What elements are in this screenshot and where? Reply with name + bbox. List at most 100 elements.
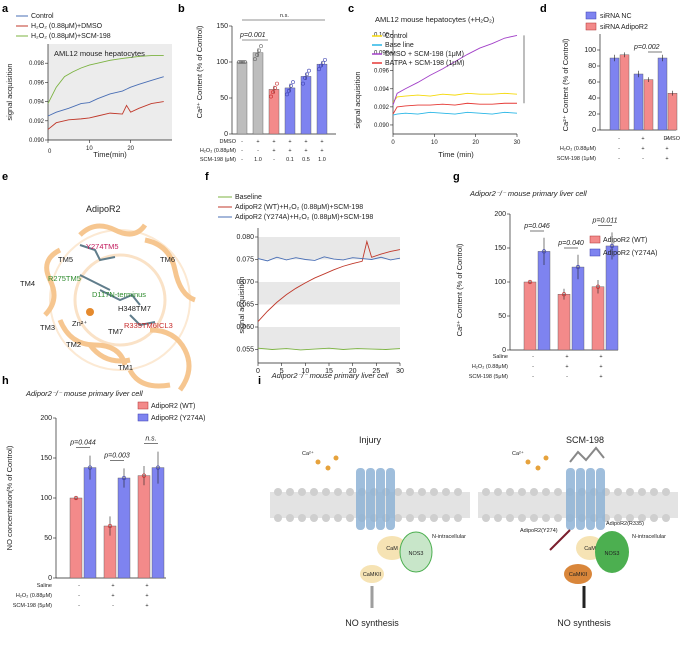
y-tick-label: 0.092 [29, 119, 45, 125]
data-point [321, 60, 325, 65]
condition-value: - [241, 148, 243, 154]
helix-tm4 [43, 247, 62, 317]
label-d117: D117N-terminus [92, 290, 146, 299]
label-zn: Zn²⁺ [72, 319, 87, 328]
condition-value: + [320, 148, 323, 154]
panel-letter-e: e [2, 171, 8, 183]
bar [571, 266, 585, 351]
panel-i-ca-right: Ca²⁺ [512, 450, 524, 457]
panel-g-row-scm: SCM-198 (5μM) [469, 374, 508, 380]
panel-e-structure: AdipoR2 Y274TM5 TM5 TM6 R275TM5 TM4 D117… [20, 204, 196, 392]
data-point [541, 249, 547, 254]
legend-c-control: Control [385, 33, 408, 40]
data-point [273, 86, 277, 90]
condition-value: + [565, 354, 568, 360]
data-point [155, 465, 161, 470]
panel-h-legend: AdipoR2 (WT) AdipoR2 (Y274A) [137, 401, 205, 422]
bar [619, 54, 630, 131]
panel-i-schematic: Injury SCM-198 Ca²⁺ Ca²⁺ CaM NOS3 CaMKII… [270, 435, 678, 628]
panel-g-row-saline: Saline [493, 354, 508, 360]
arrow-inside-right [549, 529, 571, 551]
data-point [289, 83, 293, 88]
series-line-h2o2-dmso [47, 101, 164, 130]
x-tick-label: 15 [325, 368, 333, 375]
y-tick-label: 0 [502, 347, 506, 354]
bar [537, 251, 551, 351]
y-tick-label: 0.090 [374, 123, 390, 129]
condition-value: - [112, 603, 114, 609]
x-tick-label: 30 [396, 368, 404, 375]
bar [633, 73, 644, 131]
y-tick-label: 50 [44, 535, 52, 542]
panel-letter-h: h [2, 375, 9, 387]
helix-tm5 [78, 223, 148, 237]
series-line-y274a [257, 256, 401, 262]
condition-value: + [145, 603, 148, 609]
legend-c-batpa: BATPA + SCM-198 (1μM) [385, 60, 464, 67]
panel-i-cam-left: CaM [386, 546, 398, 552]
significance-label: p=0.011 [592, 218, 618, 225]
y-tick-label: 80 [588, 63, 596, 70]
data-point [241, 60, 245, 64]
grid-band [258, 327, 400, 350]
y-tick-label: 0 [224, 131, 228, 138]
bar [83, 467, 97, 579]
label-tm6: TM6 [160, 255, 175, 264]
panel-g-legend: AdipoR2 (WT) AdipoR2 (Y274A) [589, 235, 657, 257]
panel-a-plot-bg [48, 44, 172, 140]
legend-g-y274a: AdipoR2 (Y274A) [603, 250, 657, 257]
panel-d-legend: siRNA NC siRNA AdipoR2 [585, 11, 648, 31]
panel-g-row-h2o2: H₂O₂ (0.88μM) [472, 364, 508, 370]
data-point [141, 473, 147, 478]
panel-f-ylabel: signal acquisition [237, 276, 246, 333]
x-tick-label: 10 [86, 146, 93, 152]
panel-a-ylabel: signal acquisition [5, 63, 14, 120]
panel-h-ylabel: NO concentration(% of Control) [5, 445, 14, 550]
label-tm7: TM7 [108, 327, 123, 336]
data-point [121, 475, 127, 481]
x-tick-label: 30 [514, 140, 521, 146]
condition-value: - [618, 146, 620, 152]
legend-control: Control [31, 13, 54, 20]
legend-f-wt: AdipoR2 (WT)+H₂O₂ (0.88μM)+SCM-198 [235, 204, 363, 211]
condition-value: + [641, 136, 644, 142]
panel-f-xlabel: Adipor2⁻/⁻ mouse primary liver cell [271, 371, 389, 380]
y-tick-label: 0.096 [29, 80, 45, 86]
condition-value: 1.0 [318, 157, 326, 163]
panel-f-chart: 0 5 10 15 20 25 30 0.055 0.060 0.065 0.070 0.075 0.0… [218, 194, 404, 380]
legend-h-wt: AdipoR2 (WT) [151, 403, 195, 410]
y-tick-label: 100 [216, 59, 228, 66]
helix-outer [49, 229, 191, 371]
data-point [73, 495, 79, 501]
x-tick-label: 20 [349, 368, 357, 375]
data-point [269, 94, 273, 99]
condition-value: + [111, 583, 114, 589]
y-tick-label: 200 [494, 211, 506, 218]
panel-i-nintra-right: N-intracellular [632, 534, 666, 540]
panel-i-left-title: Injury [359, 435, 382, 445]
y-tick-label: 50 [498, 313, 506, 320]
y-tick-label: 60 [588, 79, 596, 86]
condition-value: - [566, 374, 568, 380]
data-point [609, 243, 615, 249]
bar [117, 477, 131, 579]
y-tick-label: 100 [584, 47, 596, 54]
panel-e-sidechains [79, 244, 156, 327]
bar [236, 61, 248, 135]
x-tick-label: 25 [372, 368, 380, 375]
significance-label: p=0.003 [103, 452, 130, 459]
condition-value: - [532, 364, 534, 370]
panel-c-legend: Control Base line DMSO + SCM-198 (1μM) B… [372, 33, 464, 67]
y-tick-label: 0.080 [236, 234, 254, 241]
panel-h-title: Adipor2⁻/⁻ mouse primary liver cell [25, 389, 143, 398]
panel-c-ylabel: signal acquisition [353, 71, 362, 128]
condition-value: - [532, 374, 534, 380]
legend-c-dmso: DMSO + SCM-198 (1μM) [385, 51, 464, 58]
x-tick-label: 5 [280, 368, 284, 375]
panel-a-tick-x0: 0 [48, 149, 52, 155]
panel-b-row-dmso: DMSO [220, 139, 237, 145]
panel-c-xlabel: Time (min) [438, 150, 474, 159]
y-tick-label: 0.090 [29, 138, 45, 144]
data-point [243, 60, 247, 64]
